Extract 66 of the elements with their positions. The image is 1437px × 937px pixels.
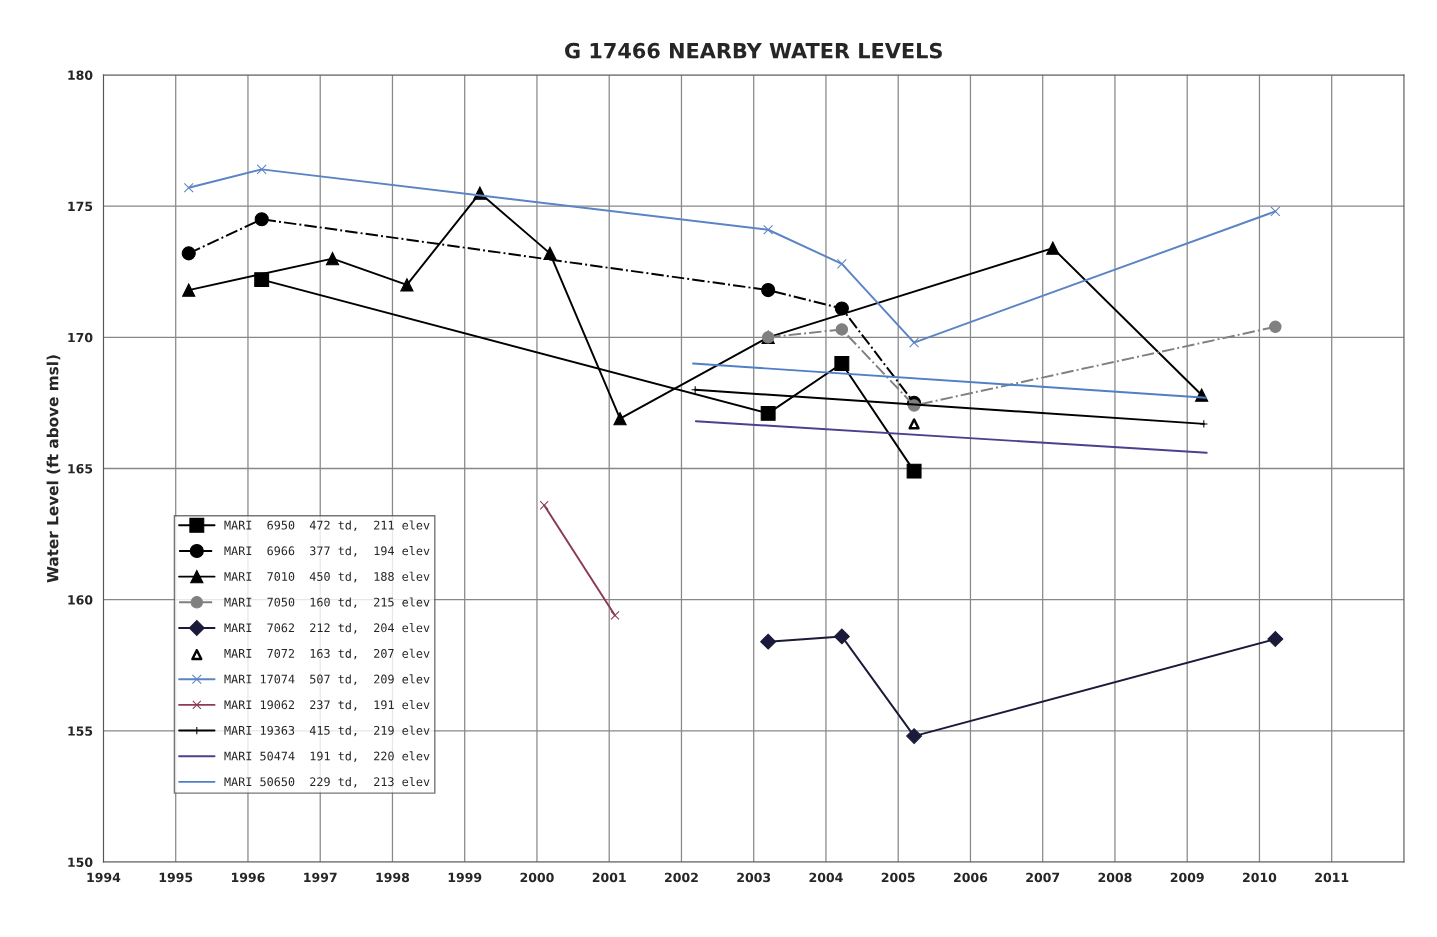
point — [610, 610, 620, 620]
legend-label: MARI 19062 237 td, 191 elev — [224, 700, 430, 711]
x-tick-label: 1997 — [304, 872, 337, 883]
legend-label: MARI 6950 472 td, 211 elev — [224, 520, 430, 532]
point — [760, 405, 776, 421]
point — [1046, 241, 1060, 255]
x-tick-label: 2001 — [592, 872, 626, 883]
point — [543, 246, 557, 260]
y-tick-label: 160 — [68, 595, 93, 605]
x-tick-label: 2003 — [737, 872, 771, 883]
y-tick-label: 180 — [68, 70, 93, 80]
point — [256, 164, 267, 175]
point — [1199, 419, 1208, 429]
x-tick-label: 2008 — [1098, 872, 1132, 883]
point — [834, 356, 850, 372]
y-tick-label: 150 — [68, 857, 93, 867]
point — [906, 463, 922, 479]
point — [1267, 631, 1284, 648]
x-tick-label: 2000 — [520, 872, 554, 883]
point — [763, 224, 774, 235]
x-tick-label: 1996 — [231, 872, 265, 883]
x-tick-label: 1998 — [376, 872, 410, 883]
y-tick-label: 175 — [68, 201, 93, 212]
point — [1269, 320, 1282, 334]
y-tick-label: 155 — [68, 726, 93, 736]
point — [182, 283, 196, 297]
point — [400, 278, 414, 292]
y-tick-label: 170 — [68, 332, 93, 343]
x-tick-label: 1994 — [87, 872, 121, 883]
legend-label: MARI 19363 415 td, 219 elev — [224, 725, 430, 737]
point — [909, 337, 920, 348]
x-tick-label: 2004 — [809, 872, 843, 883]
legend-label: MARI 6966 377 td, 194 elev — [224, 546, 430, 557]
x-tick-label: 2011 — [1315, 872, 1349, 883]
x-tick-label: 1999 — [448, 872, 482, 883]
point — [761, 283, 776, 298]
point — [181, 246, 196, 261]
x-tick-label: 2006 — [954, 872, 988, 883]
point — [613, 412, 627, 426]
legend-label: MARI 50474 191 td, 220 elev — [224, 751, 430, 762]
point — [760, 633, 777, 650]
point — [835, 323, 849, 336]
legend-label: MARI 17074 507 td, 209 elev — [224, 674, 430, 686]
x-tick-label: 2010 — [1243, 872, 1277, 883]
chart-title: G 17466 NEARBY WATER LEVELS — [565, 42, 942, 59]
legend-label: MARI 7072 163 td, 207 elev — [224, 648, 430, 660]
legend-label: MARI 7010 450 td, 188 elev — [224, 571, 430, 583]
x-tick-label: 2009 — [1170, 872, 1204, 883]
point — [539, 500, 549, 510]
y-tick-label: 165 — [68, 463, 93, 474]
x-tick-label: 2007 — [1026, 872, 1060, 883]
x-tick-label: 2002 — [665, 872, 698, 883]
x-tick-label: 2005 — [881, 872, 915, 883]
legend-label: MARI 7062 212 td, 204 elev — [224, 623, 430, 634]
y-axis-title: Water Level (ft above msl) — [46, 355, 61, 583]
point — [254, 212, 269, 227]
point — [908, 418, 920, 430]
point — [906, 728, 923, 745]
point — [1270, 206, 1281, 217]
point — [836, 258, 847, 269]
legend-label: MARI 50650 229 td, 213 elev — [224, 776, 430, 788]
point — [833, 628, 850, 645]
legend-label: MARI 7050 160 td, 215 elev — [224, 597, 430, 609]
x-tick-label: 1995 — [159, 872, 193, 883]
point — [183, 182, 194, 193]
point — [325, 251, 340, 266]
